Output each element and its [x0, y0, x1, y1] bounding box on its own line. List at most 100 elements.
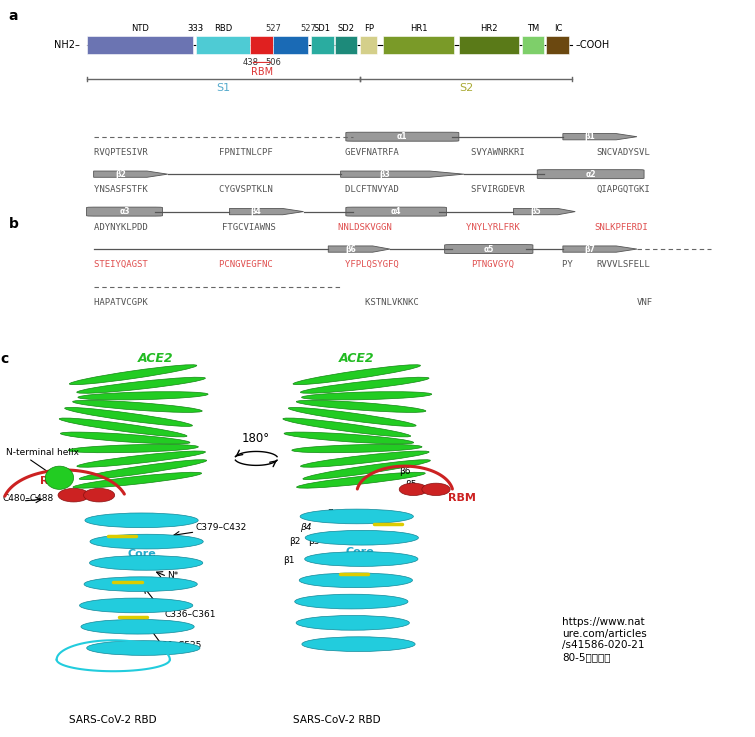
Text: α7: α7	[323, 509, 334, 518]
Ellipse shape	[284, 432, 414, 444]
Ellipse shape	[297, 472, 425, 488]
Ellipse shape	[72, 400, 202, 413]
Text: HAPATVCGPK: HAPATVCGPK	[94, 298, 153, 307]
Text: RBD: RBD	[214, 24, 233, 33]
Text: YNYLYRLFRK: YNYLYRLFRK	[467, 223, 525, 232]
Bar	[87, 36, 193, 54]
Text: HR2: HR2	[480, 24, 498, 33]
Ellipse shape	[58, 489, 89, 502]
Ellipse shape	[296, 615, 409, 630]
Polygon shape	[328, 246, 390, 252]
Text: HR1: HR1	[410, 24, 427, 33]
Text: FPNITNLCPF: FPNITNLCPF	[220, 148, 279, 157]
Ellipse shape	[60, 432, 190, 444]
Text: FTGCVIAWNS: FTGCVIAWNS	[222, 223, 276, 232]
Text: NTD: NTD	[131, 24, 149, 33]
Ellipse shape	[300, 509, 414, 524]
Bar	[273, 36, 308, 54]
Text: 333: 333	[188, 24, 204, 33]
FancyBboxPatch shape	[538, 170, 644, 178]
Text: SD1: SD1	[314, 24, 331, 33]
Text: SFVIRGDEVR: SFVIRGDEVR	[471, 186, 530, 195]
Text: https://www.nat
ure.com/articles
/s41586-020-21
80-5より引用: https://www.nat ure.com/articles /s41586…	[562, 618, 647, 662]
Text: β3: β3	[380, 170, 390, 178]
Ellipse shape	[81, 619, 194, 634]
Text: TM: TM	[527, 24, 539, 33]
Text: 180°: 180°	[242, 432, 270, 445]
Ellipse shape	[292, 444, 422, 453]
Bar	[335, 36, 356, 54]
Polygon shape	[341, 171, 464, 178]
Text: CYGVSPTKLN: CYGVSPTKLN	[220, 186, 279, 195]
Ellipse shape	[302, 637, 415, 652]
Ellipse shape	[300, 451, 429, 467]
Ellipse shape	[84, 577, 197, 592]
Bar	[459, 36, 519, 54]
Text: SARS-CoV-2 RBD: SARS-CoV-2 RBD	[69, 716, 157, 725]
Text: ACE2: ACE2	[339, 352, 374, 365]
Text: PY: PY	[562, 260, 578, 269]
Ellipse shape	[296, 400, 426, 413]
Text: C391–C525: C391–C525	[150, 641, 202, 650]
Text: GEVFNATRFA: GEVFNATRFA	[345, 148, 404, 157]
FancyBboxPatch shape	[346, 132, 459, 142]
Ellipse shape	[422, 483, 450, 495]
Ellipse shape	[65, 408, 193, 427]
Ellipse shape	[303, 460, 430, 480]
Ellipse shape	[45, 467, 74, 489]
Text: α5: α5	[484, 245, 494, 254]
Polygon shape	[513, 209, 575, 214]
Bar	[360, 36, 378, 54]
Ellipse shape	[79, 598, 193, 612]
Text: α1: α1	[397, 132, 408, 142]
Ellipse shape	[73, 472, 202, 488]
Text: b: b	[8, 217, 18, 231]
Text: –COOH: –COOH	[576, 40, 610, 49]
Bar	[311, 36, 334, 54]
Ellipse shape	[85, 513, 198, 528]
Text: RBM: RBM	[251, 67, 273, 77]
Text: RVVVLSFELL: RVVVLSFELL	[596, 260, 651, 269]
Text: STEIYQAGST: STEIYQAGST	[94, 260, 153, 269]
Ellipse shape	[293, 365, 421, 385]
Text: 527: 527	[300, 24, 316, 33]
Text: IC: IC	[553, 24, 562, 33]
Text: β3: β3	[309, 537, 320, 545]
Ellipse shape	[77, 377, 205, 394]
Text: KSTNLVKNKC: KSTNLVKNKC	[365, 298, 424, 307]
Text: ADYNYKLPDD: ADYNYKLPDD	[94, 223, 153, 232]
Text: ACE2: ACE2	[138, 352, 174, 365]
Text: S2: S2	[459, 83, 473, 93]
Text: β2: β2	[115, 170, 125, 178]
Text: β6: β6	[399, 467, 411, 476]
Polygon shape	[94, 171, 168, 178]
Bar	[522, 36, 544, 54]
Text: C336–C361: C336–C361	[165, 610, 216, 619]
Ellipse shape	[84, 489, 115, 502]
Text: YFPLQSYGFQ: YFPLQSYGFQ	[345, 260, 404, 269]
Ellipse shape	[79, 460, 207, 480]
Text: β1: β1	[584, 132, 595, 142]
Text: SARS-CoV-2 RBD: SARS-CoV-2 RBD	[293, 716, 381, 725]
Text: β6: β6	[345, 245, 356, 254]
Text: β5: β5	[531, 207, 541, 216]
Text: VNF: VNF	[637, 298, 653, 307]
Ellipse shape	[59, 418, 187, 437]
Text: S1: S1	[216, 83, 230, 93]
Text: PCNGVEGFNC: PCNGVEGFNC	[220, 260, 279, 269]
Text: QIAPGQTGKI: QIAPGQTGKI	[596, 186, 651, 195]
Ellipse shape	[77, 451, 205, 467]
Ellipse shape	[78, 391, 208, 400]
Text: c: c	[1, 352, 9, 366]
Ellipse shape	[69, 365, 197, 385]
Bar	[196, 36, 251, 54]
Text: SD2: SD2	[337, 24, 354, 33]
Text: RBM: RBM	[40, 475, 67, 486]
Bar	[251, 36, 273, 54]
Polygon shape	[230, 209, 304, 214]
Text: SVYAWNRKRI: SVYAWNRKRI	[471, 148, 530, 157]
Ellipse shape	[305, 552, 418, 566]
Ellipse shape	[90, 556, 203, 570]
Text: SNCVADYSVL: SNCVADYSVL	[596, 148, 651, 157]
Text: FP: FP	[364, 24, 374, 33]
